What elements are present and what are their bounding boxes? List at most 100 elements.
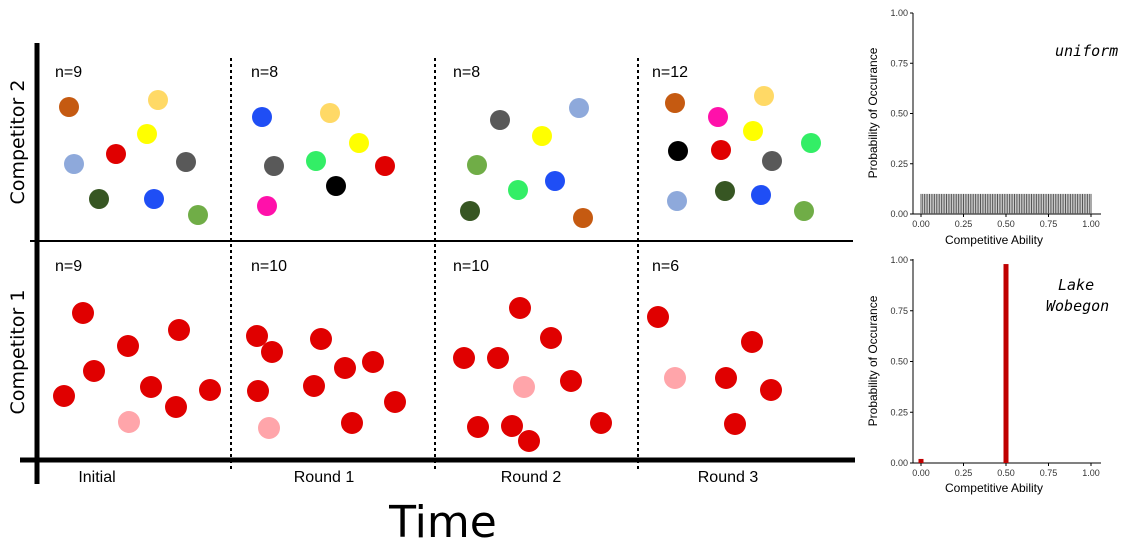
bar: [983, 193, 985, 214]
population-dot: [715, 181, 735, 201]
population-dot: [83, 360, 105, 382]
lake-wobegon-chart: 0.00 0.25 0.50 0.75 1.00 0.00 0.25 0.50 0.75 1.00…: [866, 255, 1109, 495]
population-dot: [362, 351, 384, 373]
bar: [1032, 193, 1034, 214]
bar: [1068, 193, 1070, 214]
bar: [1000, 193, 1002, 214]
bar: [954, 193, 956, 214]
population-dot: [467, 155, 487, 175]
population-dot: [252, 107, 272, 127]
bar: [1080, 193, 1082, 214]
bar: [1034, 193, 1036, 214]
bar: [1064, 193, 1067, 214]
population-dot: [801, 133, 821, 153]
population-dot: [711, 140, 731, 160]
x-tick-label: 0.25: [955, 219, 973, 229]
population-dot: [743, 121, 763, 141]
bar: [959, 193, 961, 214]
population-dot: [545, 171, 565, 191]
y-tick-label: 0.25: [890, 407, 908, 417]
population-dot: [165, 396, 187, 418]
bar: [968, 193, 970, 214]
population-dot: [540, 327, 562, 349]
y-tick-label: 1.00: [890, 8, 908, 18]
population-dot: [117, 335, 139, 357]
population-dot: [375, 156, 395, 176]
bar: [1061, 193, 1063, 214]
column-label-round-3: Round 3: [698, 469, 759, 486]
bar: [947, 193, 949, 214]
chart-x-title: Competitive Ability: [945, 481, 1043, 495]
bar: [922, 193, 924, 214]
population-dot: [137, 124, 157, 144]
population-dot: [306, 151, 326, 171]
population-dot: [569, 98, 589, 118]
bar: [1046, 193, 1048, 214]
bar: [1013, 193, 1016, 214]
bar: [940, 193, 942, 214]
population-dot: [303, 375, 325, 397]
count-label: n=12: [652, 64, 688, 81]
population-dot: [53, 385, 75, 407]
bar: [927, 193, 929, 214]
bar: [952, 193, 954, 214]
population-dot: [89, 189, 109, 209]
population-dot: [467, 416, 489, 438]
population-dot: [667, 191, 687, 211]
chart-x-title: Competitive Ability: [945, 233, 1043, 247]
count-label: n=9: [55, 64, 82, 81]
bar: [1056, 193, 1058, 214]
bar: [1020, 193, 1022, 214]
chart-y-title: Probability of Occurance: [866, 295, 880, 426]
population-dot: [106, 144, 126, 164]
population-dot: [246, 325, 268, 347]
bar: [974, 193, 976, 214]
population-dot: [118, 411, 140, 433]
population-dot: [490, 110, 510, 130]
bar: [949, 193, 951, 214]
population-dot: [647, 306, 669, 328]
population-dot: [199, 379, 221, 401]
bar: [1012, 193, 1014, 214]
bar: [1070, 193, 1072, 214]
population-dot: [310, 328, 332, 350]
population-dot: [460, 201, 480, 221]
bar: [1063, 193, 1065, 214]
bar: [1078, 193, 1080, 214]
bar: [1029, 193, 1031, 214]
y-tick-label: 0.00: [890, 458, 908, 468]
population-dot: [560, 370, 582, 392]
bar: [1008, 193, 1010, 214]
bar: [1017, 193, 1019, 214]
bar: [934, 193, 936, 214]
population-dot: [247, 380, 269, 402]
population-dot: [532, 126, 552, 146]
population-dot: [754, 86, 774, 106]
count-label: n=6: [652, 258, 679, 275]
population-dot: [509, 297, 531, 319]
chart-annotation-line-1: Lake: [1058, 276, 1094, 294]
bar: [1044, 193, 1046, 214]
bar: [961, 193, 963, 214]
population-dot: [487, 347, 509, 369]
bar: [996, 193, 999, 214]
x-tick-label: 0.00: [912, 219, 930, 229]
bar: [985, 193, 987, 214]
count-label: n=10: [251, 258, 287, 275]
bar: [1003, 264, 1009, 463]
bar: [969, 193, 971, 214]
bar: [971, 193, 973, 214]
count-label: n=10: [453, 258, 489, 275]
y-tick-label: 0.25: [890, 159, 908, 169]
population-dot: [257, 196, 277, 216]
y-tick-label: 0.75: [890, 306, 908, 316]
y-tick-label: 0.50: [890, 109, 908, 119]
x-tick-label: 0.75: [1040, 468, 1058, 478]
population-dot: [64, 154, 84, 174]
bar: [1036, 193, 1038, 214]
chart-bars: [918, 264, 1009, 463]
bar: [939, 193, 941, 214]
bar: [1087, 193, 1089, 214]
bar: [981, 193, 983, 214]
x-tick-label: 0.50: [997, 468, 1015, 478]
